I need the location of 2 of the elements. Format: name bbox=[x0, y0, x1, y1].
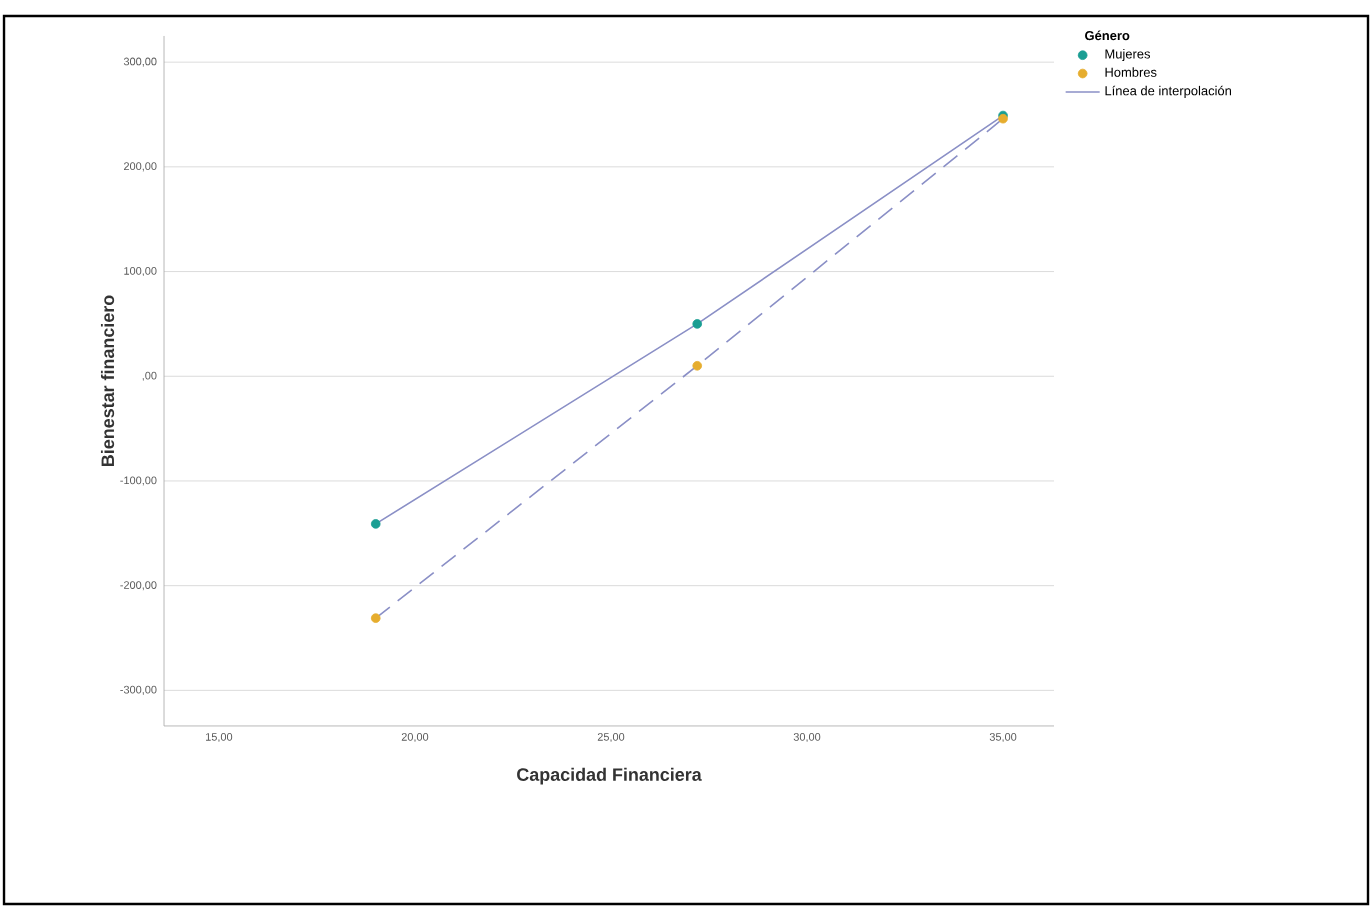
x-axis-title: Capacidad Financiera bbox=[517, 767, 702, 785]
y-axis-title: Bienestar financiero bbox=[100, 295, 115, 466]
